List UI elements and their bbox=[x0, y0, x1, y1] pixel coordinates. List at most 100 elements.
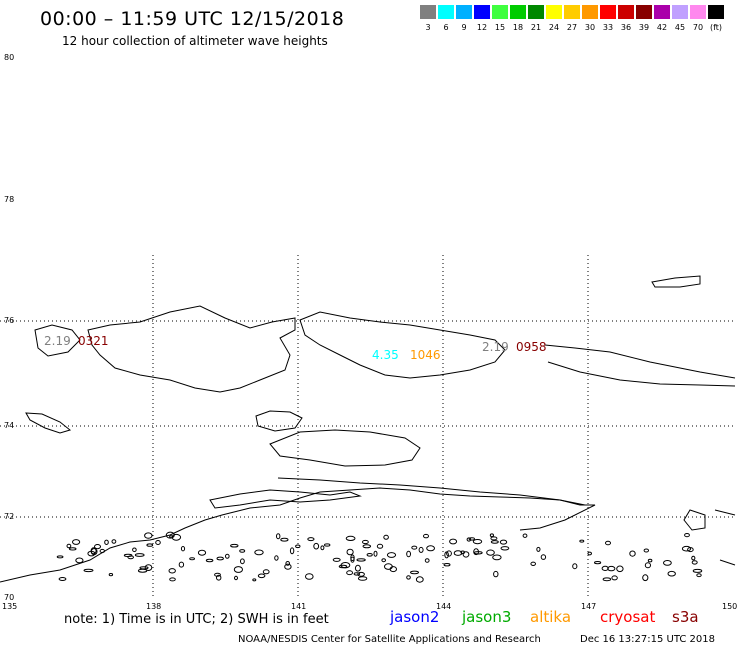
legend-label: 18 bbox=[512, 23, 524, 32]
lat-label-70: 70 bbox=[4, 593, 14, 602]
islet bbox=[189, 557, 196, 561]
lon-label-144: 144 bbox=[436, 602, 451, 611]
lat-label-80: 80 bbox=[4, 53, 14, 62]
islet bbox=[490, 536, 498, 541]
islet bbox=[216, 556, 224, 561]
islet bbox=[410, 570, 419, 575]
satellite-label-4: s3a bbox=[672, 608, 699, 626]
islet bbox=[289, 547, 295, 555]
bay-inner bbox=[209, 489, 362, 509]
legend-label: 24 bbox=[548, 23, 560, 32]
islet bbox=[486, 549, 495, 556]
islet bbox=[83, 568, 94, 573]
legend-swatch bbox=[618, 5, 634, 19]
islet bbox=[72, 539, 81, 545]
islet bbox=[406, 575, 411, 580]
mainland-coast-2 bbox=[277, 477, 586, 506]
lake-islets bbox=[56, 531, 703, 583]
islet bbox=[446, 550, 452, 557]
islet bbox=[691, 555, 696, 561]
latitude-labels: 80 78 76 74 72 70 bbox=[4, 53, 14, 602]
islet bbox=[643, 548, 649, 553]
islet bbox=[178, 561, 185, 568]
islet bbox=[180, 546, 186, 552]
islet bbox=[139, 566, 149, 570]
legend-label: 27 bbox=[566, 23, 578, 32]
islet bbox=[320, 545, 325, 551]
islet bbox=[197, 549, 207, 556]
islet bbox=[415, 576, 424, 583]
legend-swatch bbox=[690, 5, 706, 19]
islet bbox=[216, 574, 222, 581]
legend-swatch bbox=[492, 5, 508, 19]
lat-label-74: 74 bbox=[4, 421, 14, 430]
legend-swatch bbox=[474, 5, 490, 19]
legend-swatch bbox=[456, 5, 472, 19]
footer-note: note: 1) Time is in UTC; 2) SWH is in fe… bbox=[64, 612, 329, 627]
islet bbox=[443, 563, 451, 567]
legend-swatch bbox=[564, 5, 580, 19]
islet bbox=[601, 565, 609, 572]
observations: 2.19 0321 4.35 1046 2.19 0958 bbox=[44, 334, 547, 362]
legend-label: 15 bbox=[494, 23, 506, 32]
islet bbox=[500, 546, 510, 551]
longitude-labels: 135 138 141 144 147 150 bbox=[2, 602, 737, 611]
islet bbox=[389, 566, 397, 573]
islet bbox=[94, 544, 101, 550]
islet bbox=[629, 550, 636, 557]
island-small-west bbox=[25, 412, 72, 434]
island-kotelny bbox=[87, 305, 296, 393]
islet bbox=[522, 533, 528, 538]
islet bbox=[285, 561, 291, 566]
lon-label-147: 147 bbox=[581, 602, 596, 611]
islet bbox=[468, 537, 475, 541]
satellite-label-3: cryosat bbox=[600, 608, 656, 626]
islet bbox=[307, 537, 315, 542]
islet bbox=[587, 551, 593, 556]
islet bbox=[214, 572, 221, 577]
satellite-label-2: altika bbox=[530, 608, 572, 626]
islet bbox=[262, 569, 270, 575]
islet bbox=[466, 537, 472, 542]
islet bbox=[362, 539, 369, 545]
footer-credit: NOAA/NESDIS Center for Satellite Applica… bbox=[238, 634, 541, 645]
islet bbox=[134, 553, 145, 557]
islet bbox=[165, 531, 175, 539]
islet bbox=[406, 550, 412, 558]
islet bbox=[540, 554, 547, 560]
islet bbox=[489, 533, 494, 538]
island-east bbox=[544, 344, 736, 379]
islet bbox=[383, 534, 389, 540]
islet bbox=[611, 575, 618, 581]
islet bbox=[353, 572, 361, 576]
islet bbox=[462, 551, 470, 558]
islet bbox=[132, 547, 137, 553]
islet bbox=[373, 550, 378, 557]
coastlines bbox=[0, 275, 736, 583]
legend-label: 70 bbox=[692, 23, 704, 32]
satellite-label-0: jason2 bbox=[390, 608, 440, 626]
legend-swatch bbox=[420, 5, 436, 19]
legend-label: 33 bbox=[602, 23, 614, 32]
islet bbox=[254, 549, 264, 556]
islet bbox=[362, 544, 372, 549]
obs-height-2: 4.35 bbox=[372, 348, 399, 362]
islet bbox=[594, 561, 602, 565]
islet bbox=[616, 565, 624, 573]
islet bbox=[274, 555, 279, 561]
island-mid-small bbox=[255, 410, 303, 432]
islet bbox=[642, 574, 649, 582]
islet bbox=[234, 575, 238, 581]
islet bbox=[313, 542, 320, 550]
islet bbox=[473, 551, 483, 555]
legend-label: 9 bbox=[461, 23, 467, 32]
islet bbox=[324, 543, 331, 547]
islet bbox=[357, 571, 365, 577]
islet bbox=[490, 540, 499, 544]
lon-label-141: 141 bbox=[291, 602, 306, 611]
lat-label-72: 72 bbox=[4, 512, 14, 521]
legend-label: 39 bbox=[638, 23, 650, 32]
islet bbox=[536, 546, 541, 552]
obs-time-2: 1046 bbox=[410, 348, 441, 362]
islet bbox=[411, 545, 418, 550]
